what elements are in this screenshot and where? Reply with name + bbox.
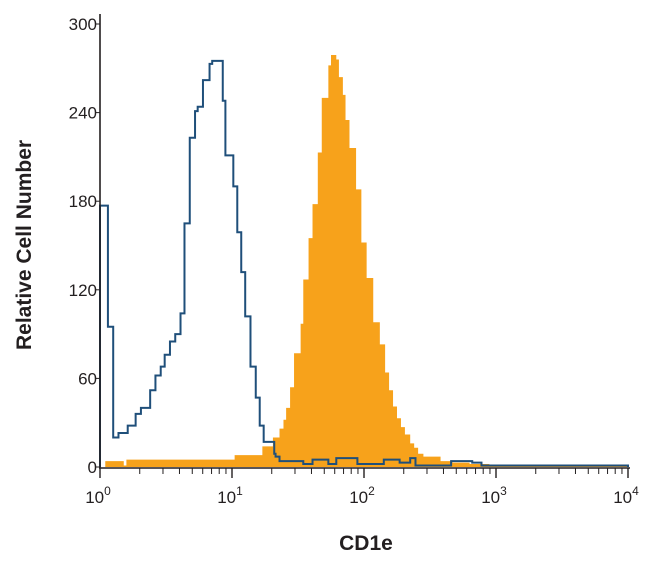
y-tick-label: 180 (69, 192, 97, 211)
y-tick-label: 0 (88, 458, 97, 477)
x-tick-exponent: 4 (632, 484, 639, 498)
x-tick-base: 10 (613, 488, 632, 507)
x-tick-base: 10 (481, 488, 500, 507)
y-tick-label: 60 (78, 369, 97, 388)
y-tick-label: 240 (69, 104, 97, 123)
x-tick-exponent: 1 (236, 484, 243, 498)
x-tick-label: 101 (217, 484, 243, 507)
x-tick-exponent: 0 (104, 484, 111, 498)
y-tick-label: 300 (69, 15, 97, 34)
histogram-control-outline (99, 59, 629, 467)
x-axis-title: CD1e (339, 532, 393, 555)
x-tick-base: 10 (85, 488, 104, 507)
x-tick-label: 102 (349, 484, 375, 507)
y-tick-label: 120 (69, 281, 97, 300)
histogram-stained-area (105, 55, 628, 467)
y-axis-title: Relative Cell Number (13, 140, 36, 350)
x-tick-exponent: 3 (500, 484, 507, 498)
x-tick-base: 10 (217, 488, 236, 507)
x-tick-exponent: 2 (368, 484, 375, 498)
x-tick-label: 103 (481, 484, 507, 507)
x-tick-label: 104 (613, 484, 639, 507)
x-tick-label: 100 (85, 484, 111, 507)
x-tick-base: 10 (349, 488, 368, 507)
